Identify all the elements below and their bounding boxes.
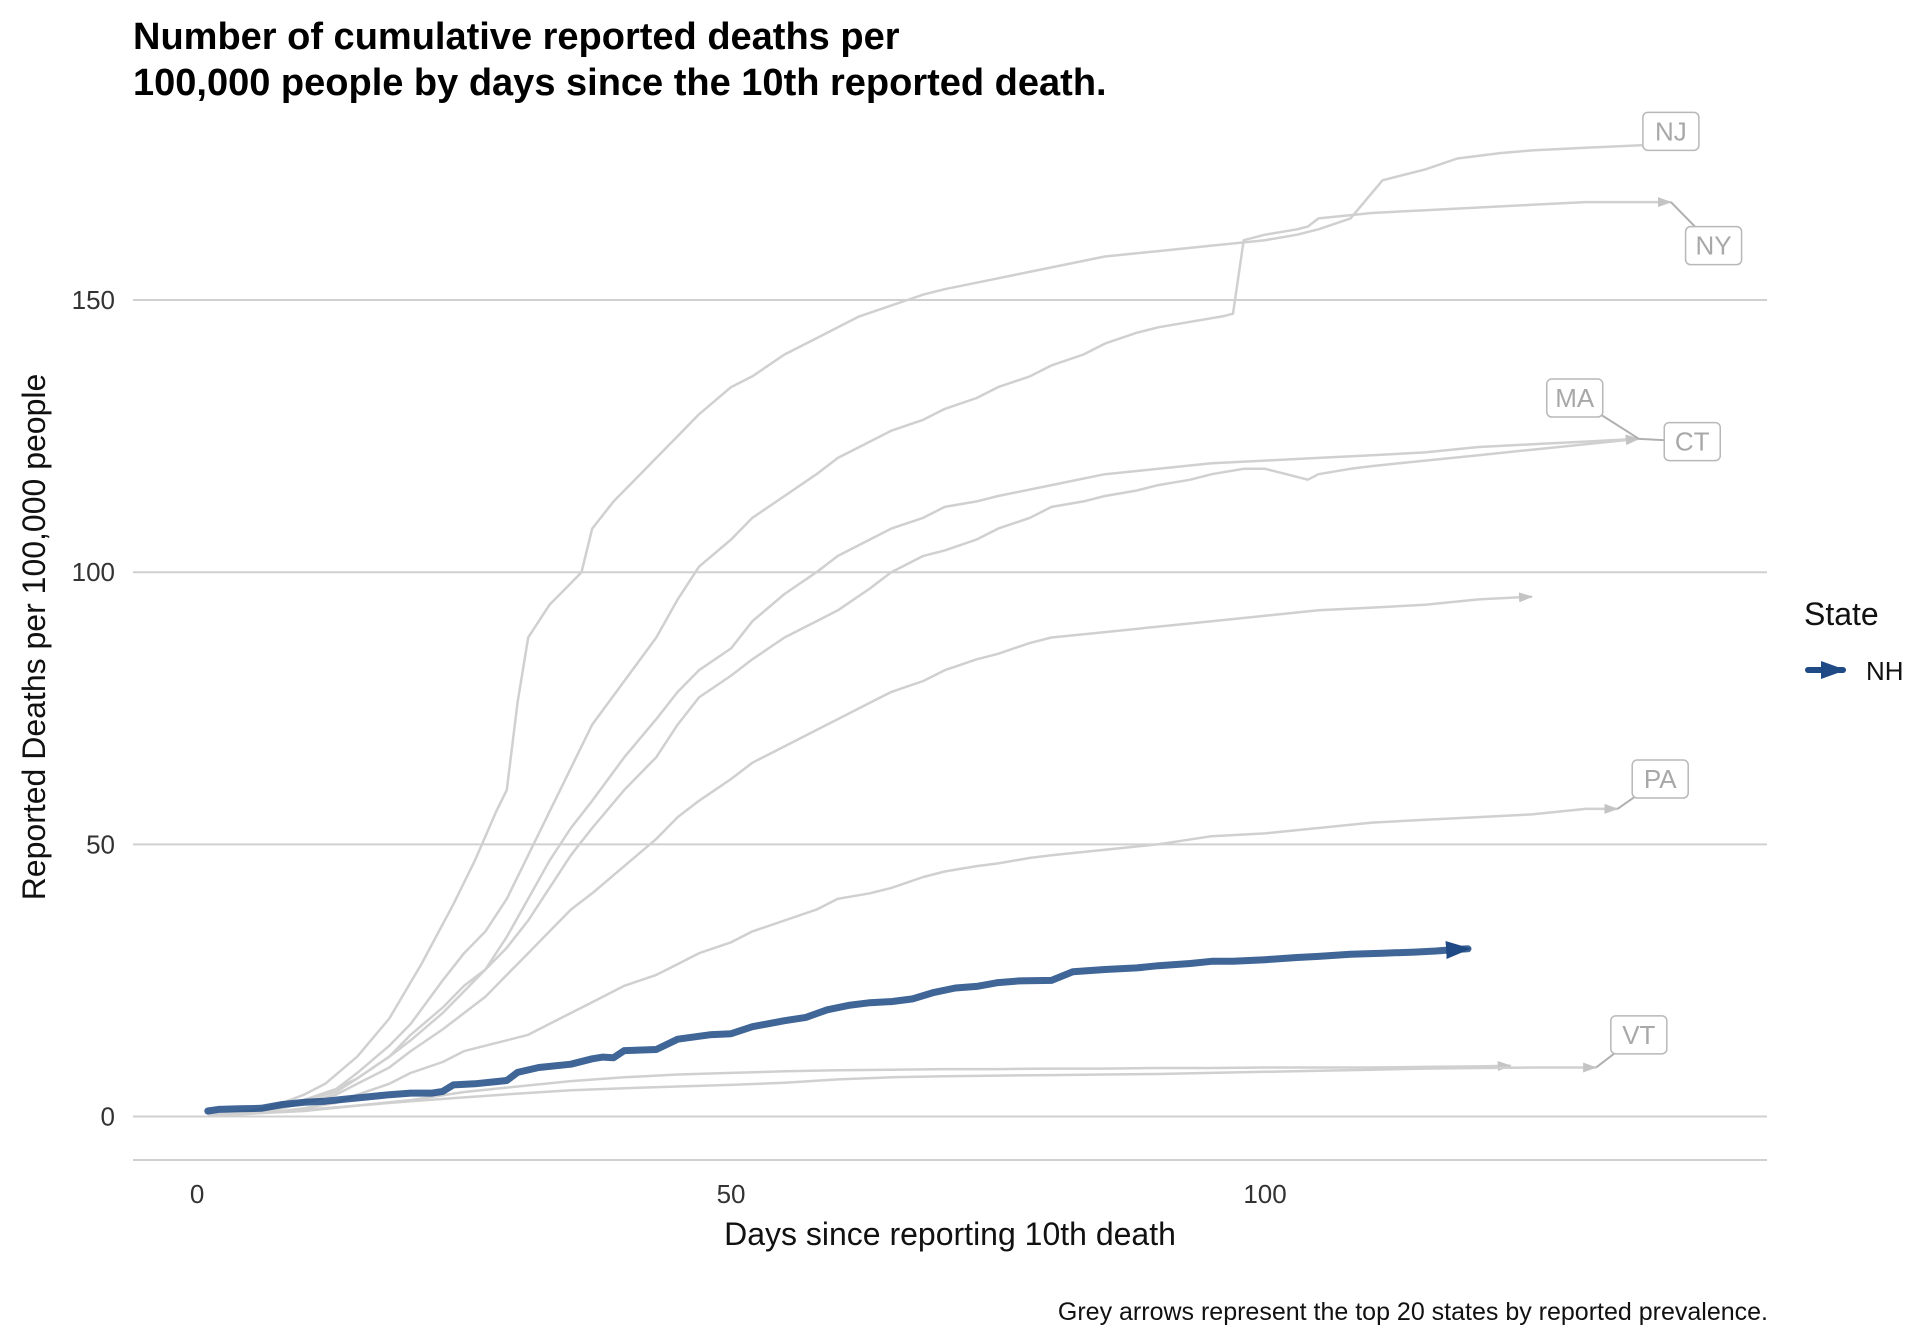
state-label-nj: NJ (1642, 111, 1700, 152)
state-label-box (1642, 111, 1700, 152)
state-label-box (1546, 378, 1604, 418)
series-line-ct (207, 435, 1640, 1117)
state-label-box (1631, 759, 1689, 799)
state-label-pa: PA (1631, 759, 1689, 799)
chart-caption: Grey arrows represent the top 20 states … (1057, 1298, 1768, 1326)
state-label-text: MA (1555, 383, 1595, 413)
state-label-text: NJ (1655, 116, 1687, 146)
series-line-vt (207, 1062, 1598, 1117)
chart-title: Number of cumulative reported deaths per… (133, 14, 1107, 106)
series-line-nh (204, 941, 1472, 1115)
state-label-box (1663, 421, 1721, 462)
y-tick-label: 0 (101, 1101, 115, 1131)
label-leaders (1574, 201, 1715, 1069)
state-label-text: VT (1622, 1020, 1655, 1050)
grey-series-group (207, 139, 1672, 1117)
state-label-box (1610, 1015, 1668, 1055)
y-tick-label: 50 (86, 829, 115, 859)
series-line-unlabeled-4 (207, 592, 1533, 1117)
y-tick-label: 100 (72, 557, 115, 587)
legend-title: State (1804, 596, 1879, 632)
chart-title-line-2: 100,000 people by days since the 10th re… (133, 62, 1107, 104)
series-line-nj (207, 139, 1672, 1117)
axis-ticks: 0 50 100 150 0 50 100 (72, 285, 1287, 1209)
state-label-ny: NY (1684, 225, 1743, 266)
y-tick-label: 150 (72, 285, 115, 315)
y-axis-title: Reported Deaths per 100,000 people (16, 374, 52, 901)
state-label-text: CT (1675, 427, 1710, 457)
state-label-text: NY (1696, 231, 1732, 261)
state-label-ma: MA (1546, 378, 1604, 418)
series-line-ny (207, 197, 1672, 1117)
series-line-unlabeled-6 (207, 1061, 1512, 1117)
gridlines (133, 299, 1767, 1161)
chart-title-line-1: Number of cumulative reported deaths per (133, 16, 900, 58)
state-label-box (1684, 225, 1743, 266)
x-tick-label: 100 (1243, 1179, 1286, 1209)
state-label-vt: VT (1610, 1015, 1668, 1055)
state-label-text: PA (1644, 764, 1677, 794)
legend: State NH (1804, 596, 1904, 686)
series-line-ma (207, 434, 1640, 1117)
x-tick-label: 0 (190, 1179, 204, 1209)
series-line-pa (207, 803, 1619, 1117)
x-tick-label: 50 (717, 1179, 746, 1209)
state-label-ct: CT (1663, 421, 1721, 462)
x-axis-title: Days since reporting 10th death (724, 1216, 1176, 1252)
legend-label-nh: NH (1866, 656, 1904, 686)
highlight-series-group (204, 941, 1472, 1115)
state-labels: NJ NY MA CT PA VT (1546, 111, 1743, 1055)
